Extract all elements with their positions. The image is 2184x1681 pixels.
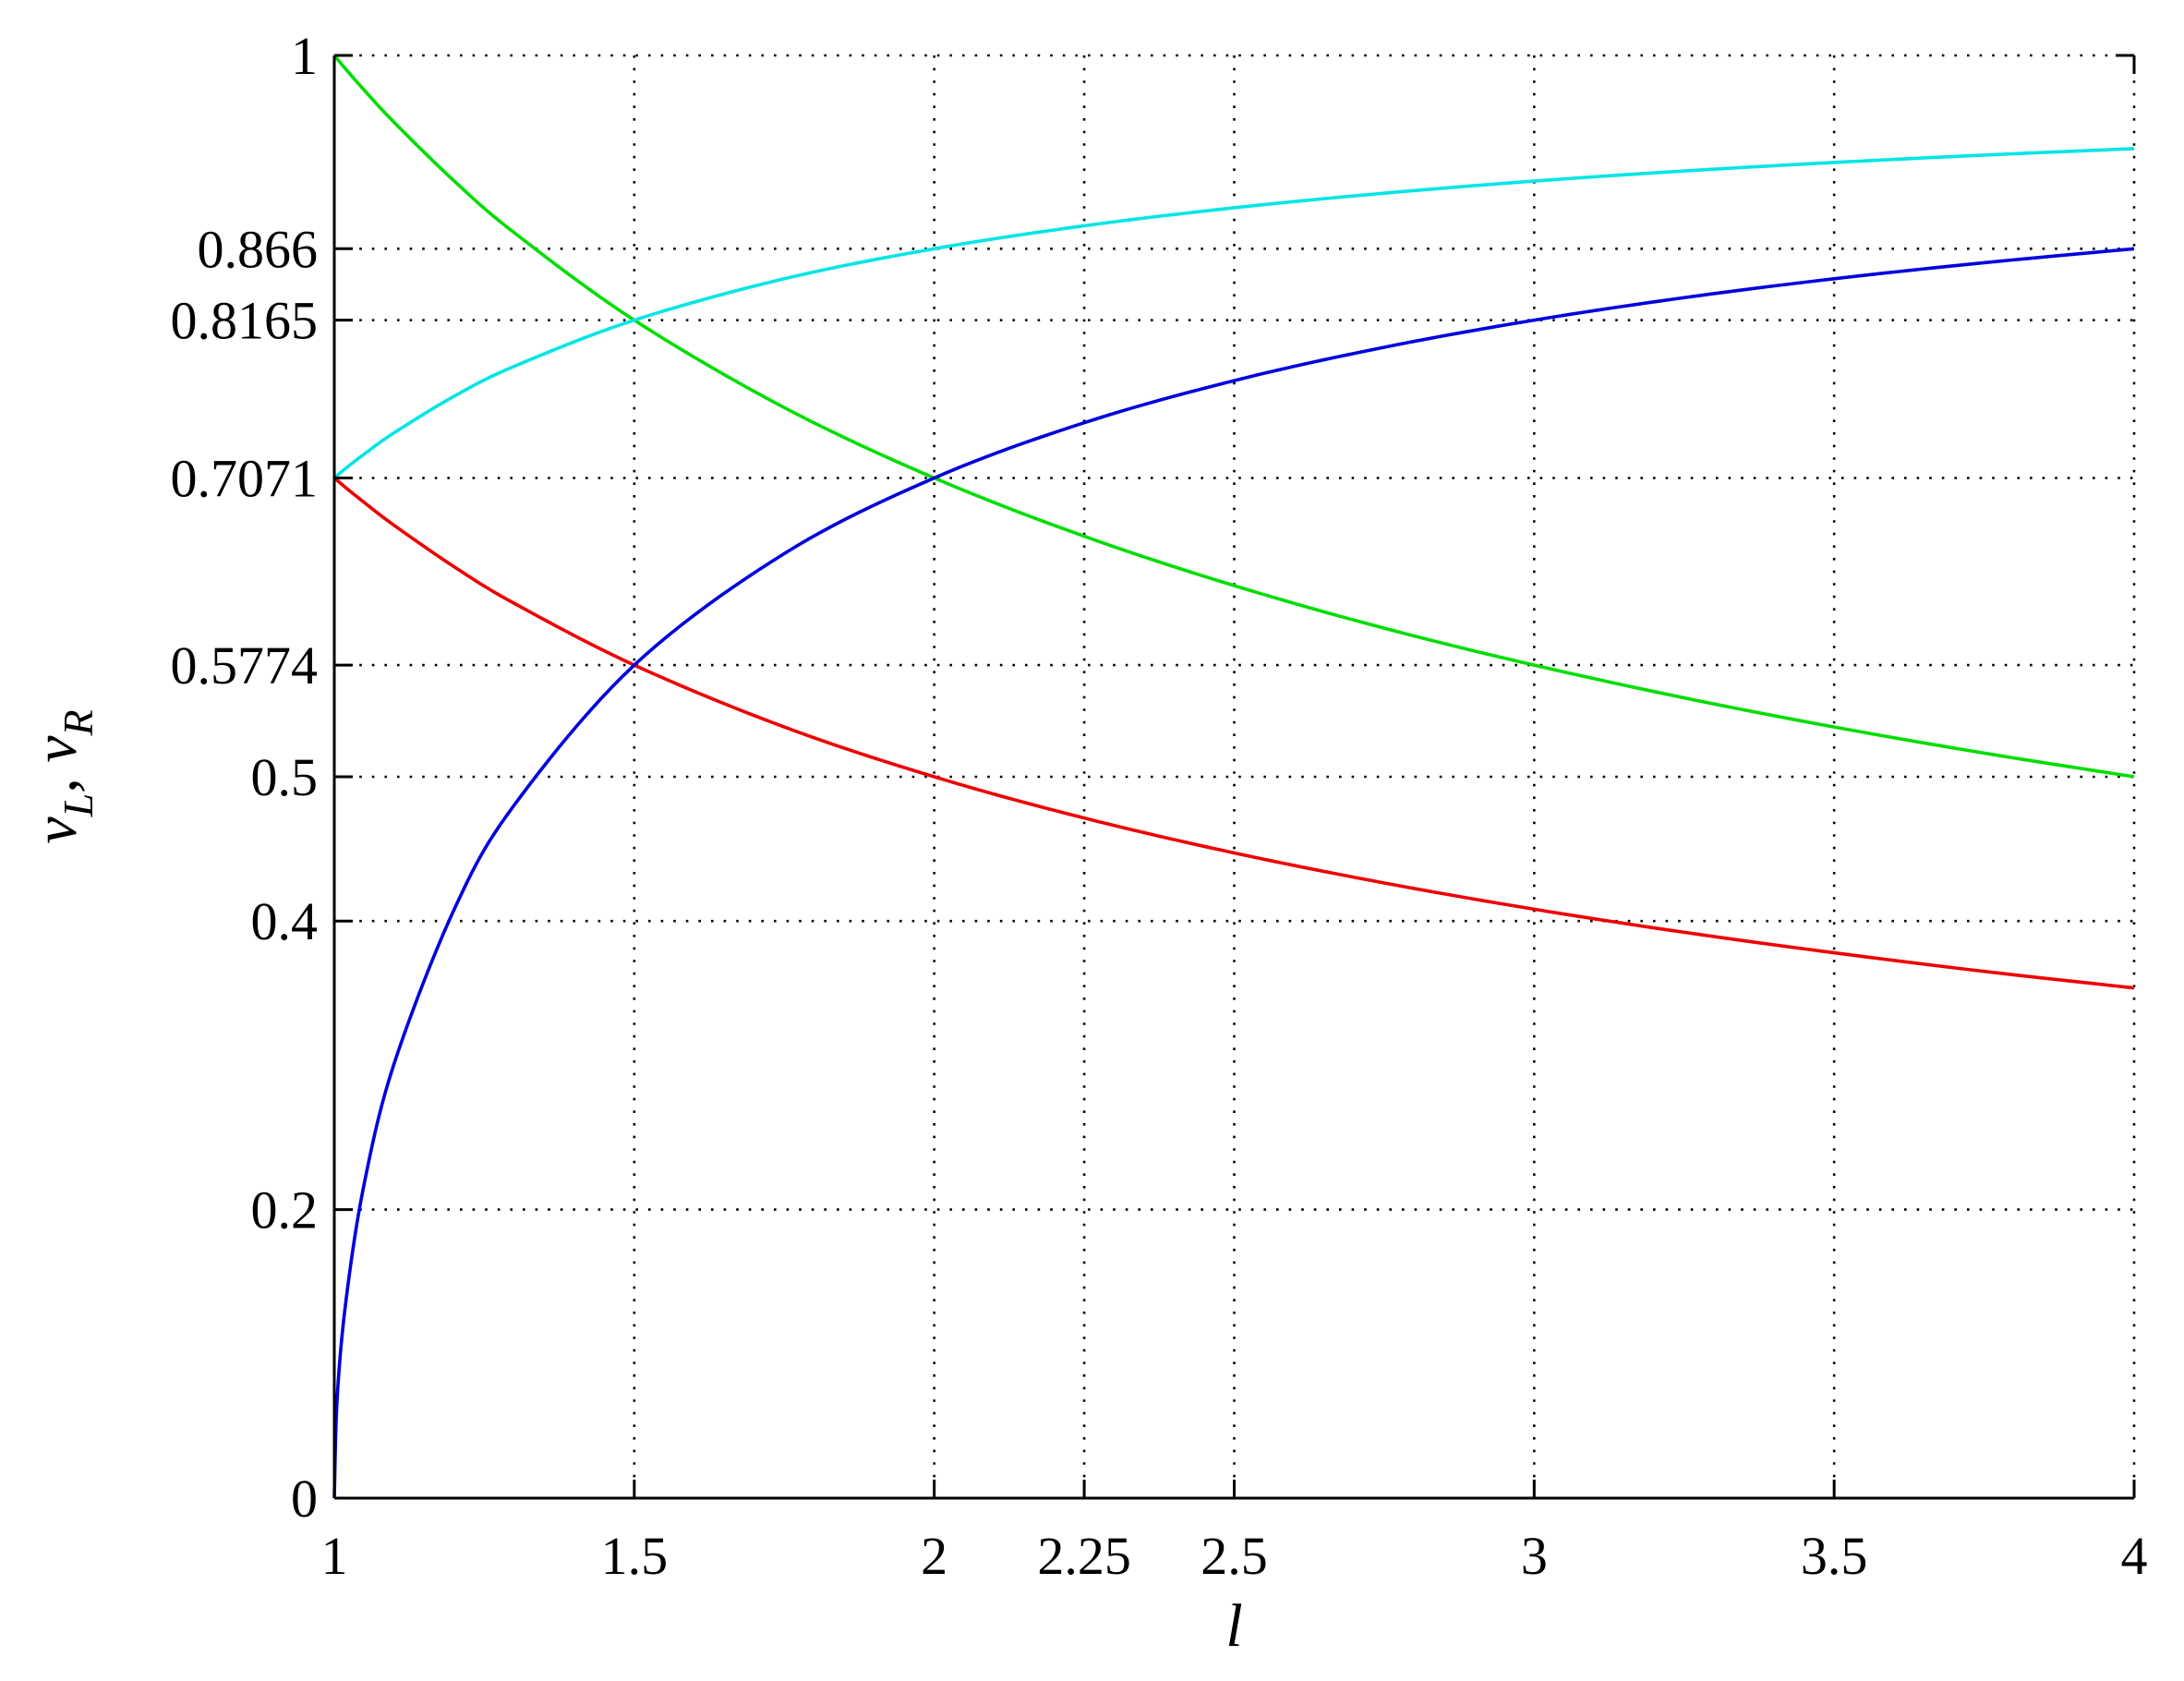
x-tick-label: 3.5 (1801, 1526, 1868, 1586)
y-tick-label: 0.866 (198, 219, 319, 279)
ticks: 1 1.5 2 2.25 2.5 3 3.5 4 0 0.2 0.4 0.5 0.5774 0.7071 0… (171, 26, 2148, 1586)
series-line-4 (332, 247, 2135, 1499)
axes (332, 55, 2134, 1500)
series-line-1 (332, 54, 2135, 779)
y-tick-label: 1 (291, 26, 318, 86)
series-group (332, 54, 2135, 1499)
x-tick-label: 2.5 (1201, 1526, 1268, 1586)
x-tick-label: 1.5 (601, 1526, 669, 1586)
grid (334, 54, 2136, 1498)
x-tick-label: 4 (2121, 1526, 2148, 1586)
y-tick-label: 0 (291, 1469, 318, 1529)
y-title-sub1: L (54, 793, 102, 818)
y-tick-label: 0.5 (251, 747, 319, 807)
y-tick-label: 0.5774 (171, 635, 319, 695)
y-tick-label: 0.2 (251, 1180, 319, 1240)
y-tick-label: 0.8165 (171, 291, 319, 351)
x-tick-label: 2 (921, 1526, 947, 1586)
y-tick-label: 0.7071 (171, 449, 319, 509)
x-tick-label: 3 (1521, 1526, 1548, 1586)
y-title-sep: , (22, 763, 90, 793)
series-line-2 (332, 147, 2135, 480)
x-tick-label: 2.25 (1037, 1526, 1131, 1586)
series-line-3 (332, 476, 2135, 990)
x-tick-label: 1 (321, 1526, 348, 1586)
x-axis-title: l (1225, 1592, 1242, 1660)
y-tick-label: 0.4 (251, 891, 319, 951)
y-title-v2: v (22, 735, 90, 763)
y-axis-title: vL, vR (22, 709, 102, 843)
y-title-v1: v (22, 816, 90, 844)
y-title-sub2: R (54, 709, 102, 736)
